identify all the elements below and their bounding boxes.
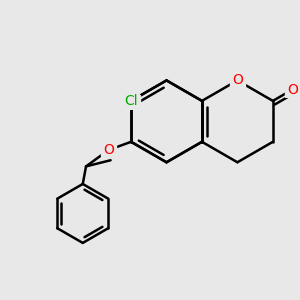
Bar xyxy=(101,144,116,156)
Bar xyxy=(285,83,299,96)
Text: O: O xyxy=(232,74,243,87)
Text: O: O xyxy=(103,143,114,157)
Bar xyxy=(230,74,244,87)
Bar xyxy=(122,95,140,107)
Text: O: O xyxy=(287,82,298,97)
Text: Cl: Cl xyxy=(124,94,138,108)
